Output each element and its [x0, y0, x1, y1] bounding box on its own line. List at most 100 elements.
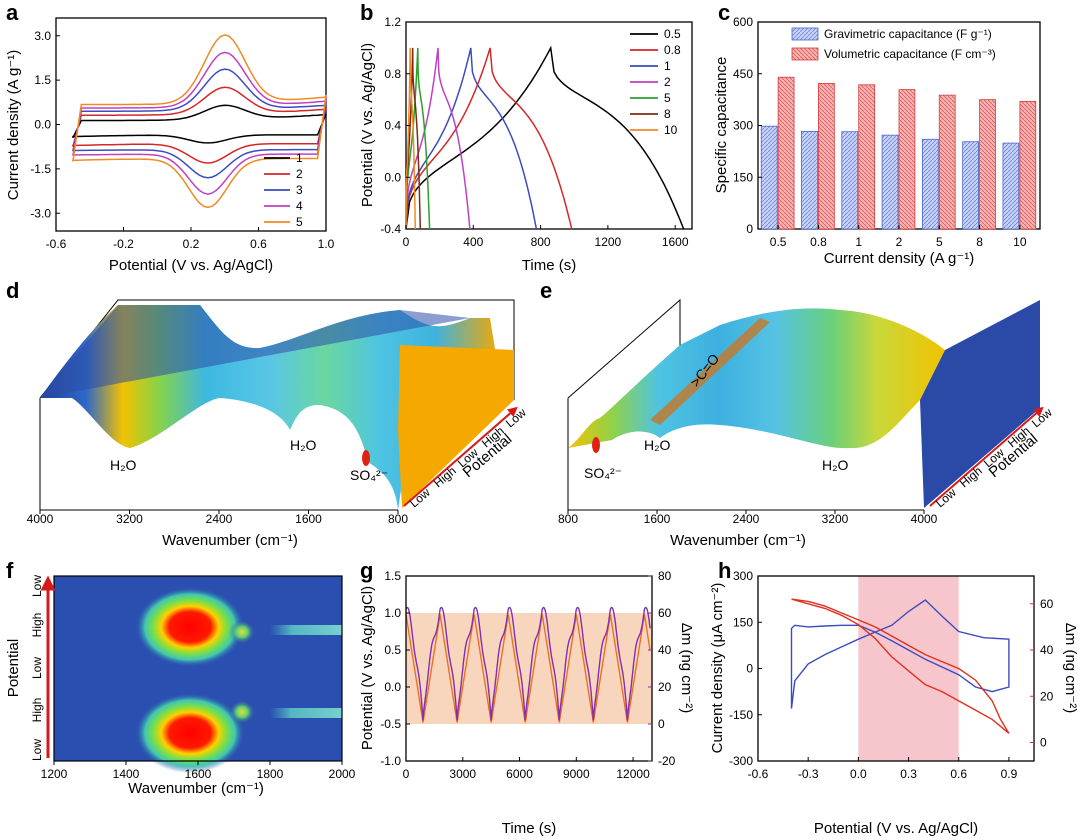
chart-b-xlabel: Time (s): [522, 257, 576, 274]
chart-c-bar: [921, 138, 939, 230]
chart-a-series-5: [72, 34, 327, 209]
chart-c-ticks: 0.5 0.8 1 2 5 8 10 600 450 300 150 0: [733, 15, 1027, 249]
chart-f-streak-2: [270, 708, 342, 718]
chart-c-bar: [979, 99, 996, 230]
chart-b-ytick-label: 0.4: [384, 119, 401, 133]
chart-b-series-1: [405, 47, 538, 230]
chart-c-legend-swatch: [791, 47, 819, 61]
chart-a: -0.6 -0.2 0.2 0.6 1.0 3.0 1.5 0.0 -1.5 -3.0 1 2 3 4 5…: [5, 17, 335, 274]
chart-g-ytick-label: -0.5: [380, 717, 401, 731]
chart-h-highlight: [858, 576, 959, 761]
chart-c-bar: [858, 84, 876, 230]
chart-f-xlabel: Wavenumber (cm⁻¹): [128, 780, 264, 797]
chart-c-xtick-label: 0.8: [810, 235, 827, 249]
chart-a-ticks: -0.6 -0.2 0.2 0.6 1.0 3.0 1.5 0.0 -1.5 -3.0: [30, 29, 334, 251]
panel-letter-d: d: [6, 278, 19, 303]
panel-letter-h: h: [718, 558, 731, 583]
chart-a-xtick-label: 0.6: [250, 237, 267, 251]
chart-f-ytick-label: High: [30, 698, 44, 723]
chart-c-bar: [818, 83, 835, 230]
chart-f-ytick-label: Low: [30, 739, 44, 761]
chart-g-xtick-label: 9000: [563, 767, 590, 781]
panel-letter-b: b: [360, 0, 373, 25]
chart-e-side-face: [920, 300, 1040, 508]
chart-a-legend-label: 3: [296, 183, 303, 197]
chart-h-series-mass: [791, 598, 1010, 734]
chart-g-ytick-label: -1.0: [380, 754, 401, 768]
chart-b-series-0.5: [405, 45, 685, 230]
chart-b-xtick-label: 1600: [662, 235, 689, 249]
chart-g-y2label: Δm (ng cm⁻²): [678, 623, 695, 713]
panel-letter-f: f: [6, 558, 14, 583]
chart-a-legend-label: 4: [296, 199, 303, 213]
chart-f-xtick-label: 1200: [41, 767, 68, 781]
chart-d-xtick-label: 1600: [295, 512, 322, 526]
chart-b-legend-label: 8: [664, 107, 671, 121]
chart-a-xlabel: Potential (V vs. Ag/AgCl): [109, 257, 273, 274]
chart-b-ticks: 0 400 800 1200 1600 1.2 0.8 0.4 0.0 -0.4: [380, 15, 689, 249]
chart-d-side-face: [398, 345, 514, 508]
chart-d-xtick-label: 4000: [27, 512, 54, 526]
chart-b-series-5: [405, 47, 431, 230]
chart-d-xtick-label: 3200: [116, 512, 143, 526]
chart-a-legend-label: 1: [296, 151, 303, 165]
chart-a-series-2: [72, 86, 327, 164]
chart-c-ytick-label: 600: [733, 15, 753, 29]
panel-letter-c: c: [718, 0, 730, 25]
chart-a-series-1: [72, 104, 327, 144]
panel-letter-e: e: [540, 278, 552, 303]
chart-a-xtick-label: 0.2: [183, 237, 200, 251]
chart-f-ticks: 1200 1400 1600 1800 2000 Low High Low High Low: [30, 575, 356, 781]
chart-d-so4-peak: [362, 450, 370, 466]
chart-b-series-10: [405, 47, 417, 230]
chart-g-potential-window: [406, 613, 652, 724]
chart-g-y2tick-label: 20: [658, 680, 672, 694]
chart-b-xtick-label: 800: [531, 235, 551, 249]
chart-c-xtick-label: 2: [896, 235, 903, 249]
chart-g-y2tick-label: 60: [658, 606, 672, 620]
chart-d-peak-label-2: H₂O: [290, 437, 317, 453]
chart-g: 0 3000 6000 9000 12000 1.5 1.0 0.5 0.0 -0.5 -1.0 80…: [359, 569, 695, 837]
chart-e-xtick-label: 2400: [733, 512, 760, 526]
chart-b-series-2: [405, 47, 471, 230]
chart-b-ytick-label: 0.0: [384, 170, 401, 184]
chart-d-peak-label-1: H₂O: [110, 457, 137, 473]
chart-e-xlabel: Wavenumber (cm⁻¹): [670, 532, 806, 549]
chart-h-y2tick-label: 0: [1040, 736, 1047, 750]
chart-b-series: [405, 45, 685, 230]
chart-a-legend-label: 2: [296, 167, 303, 181]
chart-e-peak-label-1: SO₄²⁻: [584, 465, 622, 481]
chart-d-surface-shade: [40, 305, 470, 398]
chart-f-hotspot-2: [135, 693, 245, 773]
chart-c-bar: [1019, 100, 1037, 230]
chart-b-legend-label: 5: [664, 91, 671, 105]
chart-d-potential-label: Low: [503, 405, 529, 430]
chart-h-xtick-label: -0.6: [748, 767, 769, 781]
chart-h-ticks: -0.6 -0.3 0.0 0.3 0.6 0.9 300 150 0 -150 -300 60 40 2…: [729, 569, 1054, 781]
chart-c-legend-label: Gravimetric capacitance (F g⁻¹): [824, 27, 992, 41]
chart-g-y2tick-label: 0: [658, 717, 665, 731]
chart-f: 1200 1400 1600 1800 2000 Low High Low High Low Wa…: [5, 575, 356, 797]
chart-h-series: [790, 598, 1010, 734]
chart-h-series-current: [790, 599, 1010, 709]
chart-e-peak-label-2: H₂O: [644, 437, 671, 453]
chart-e-co-band: [650, 318, 770, 425]
chart-b-frame: [405, 21, 693, 230]
chart-b-ytick-label: 1.2: [384, 15, 401, 29]
chart-e-xtick-label: 4000: [911, 512, 938, 526]
chart-b-series-8: [405, 47, 422, 230]
chart-h-xtick-label: 0.0: [850, 767, 867, 781]
chart-a-ytick-label: 0.0: [34, 118, 51, 132]
chart-b-ytick-label: 0.8: [384, 67, 401, 81]
chart-g-y2tick-label: -20: [658, 754, 676, 768]
chart-a-ytick-label: -1.5: [30, 162, 51, 176]
chart-a-xtick-label: -0.2: [113, 237, 134, 251]
chart-c-bar: [841, 131, 859, 230]
chart-c-bar: [898, 89, 916, 230]
chart-h-y2tick-label: 60: [1040, 597, 1054, 611]
chart-b: 0 400 800 1200 1600 1.2 0.8 0.4 0.0 -0.4 0.5 0.8 1 2…: [359, 15, 693, 274]
chart-c-bars: [760, 76, 1037, 230]
chart-c-legend: Gravimetric capacitance (F g⁻¹) Volumetri…: [791, 27, 996, 61]
chart-b-ytick-label: -0.4: [380, 222, 401, 236]
